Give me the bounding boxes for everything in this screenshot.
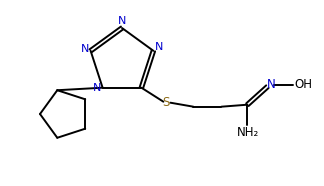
Text: N: N [267, 78, 276, 91]
Text: NH₂: NH₂ [237, 126, 260, 139]
Text: N: N [80, 44, 89, 54]
Text: N: N [155, 42, 164, 52]
Text: OH: OH [295, 78, 312, 91]
Text: N: N [118, 16, 126, 26]
Text: N: N [92, 83, 101, 93]
Text: S: S [163, 96, 170, 109]
